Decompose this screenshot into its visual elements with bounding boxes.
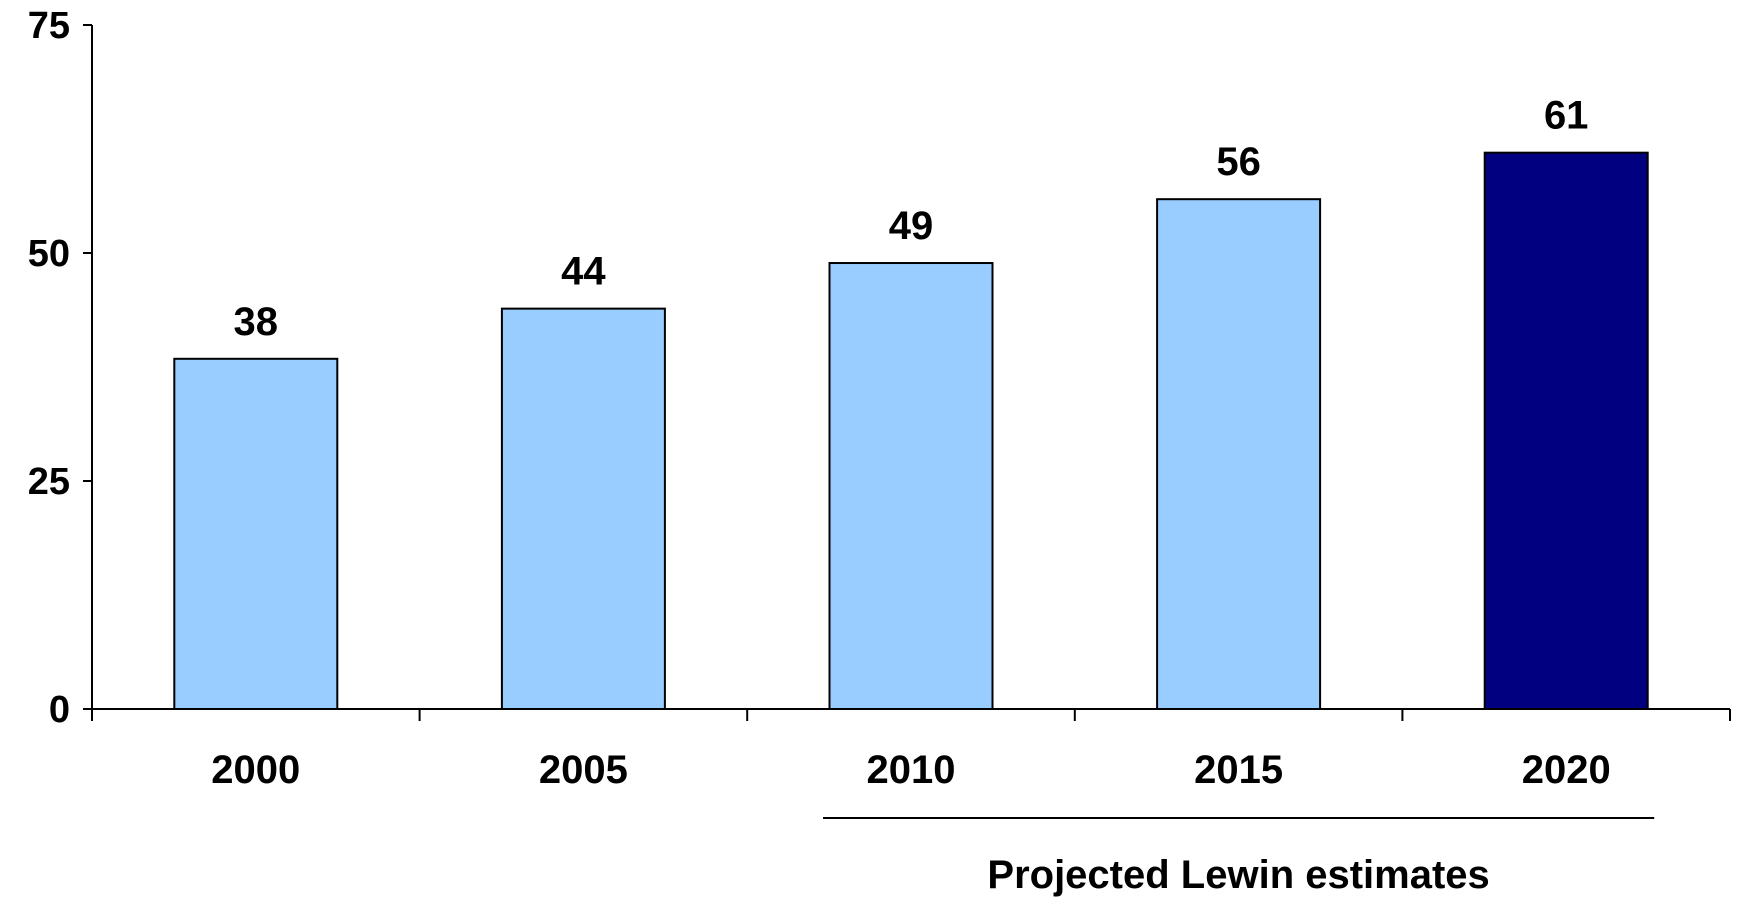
x-tick-label: 2015 <box>1194 748 1283 792</box>
bar-2010 <box>828 262 994 710</box>
data-labels: 38 44 49 56 61 <box>234 94 1589 344</box>
bar-2020 <box>1483 151 1649 710</box>
y-tick-label: 75 <box>28 5 70 47</box>
data-label-2010: 49 <box>889 204 934 248</box>
data-label-2005: 44 <box>561 250 606 294</box>
data-label-2015: 56 <box>1216 140 1261 184</box>
y-tick-label: 50 <box>28 233 70 275</box>
x-tick-label: 2000 <box>211 748 300 792</box>
y-tick-label: 0 <box>49 689 70 731</box>
data-label-2000: 38 <box>234 300 279 344</box>
y-tick-label: 25 <box>28 461 70 503</box>
bars <box>173 151 1649 711</box>
projection-note: Projected Lewin estimates <box>987 853 1489 897</box>
x-tick-label: 2010 <box>867 748 956 792</box>
data-label-2020: 61 <box>1544 94 1589 138</box>
x-tick-label: 2005 <box>539 748 628 792</box>
projection-annotation: Projected Lewin estimates <box>823 817 1655 897</box>
x-tick-label: 2020 <box>1522 748 1611 792</box>
y-axis: 0 25 50 75 <box>28 5 93 731</box>
bar-2015 <box>1156 198 1322 711</box>
bar-2005 <box>500 307 666 710</box>
x-axis: 2000 2005 2010 2015 2020 <box>91 708 1731 792</box>
bar-2000 <box>173 357 339 710</box>
